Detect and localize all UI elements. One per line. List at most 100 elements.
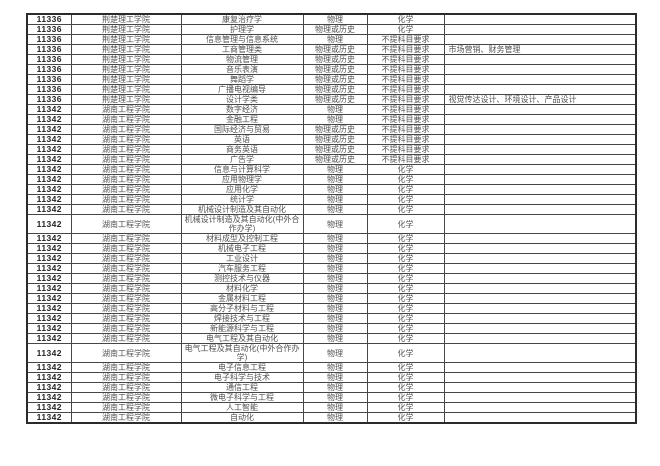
cell-first-subject: 物理 [302, 333, 368, 344]
cell-school-name: 湖南工程学院 [70, 114, 182, 125]
cell-school-code: 11342 [26, 283, 72, 294]
cell-secondary-subject: 化学 [366, 174, 445, 185]
cell-remarks [443, 134, 637, 145]
cell-school-name: 荆楚理工学院 [70, 74, 182, 85]
table-row: 11342 湖南工程学院 电子信息工程 物理 化学 [26, 362, 637, 373]
cell-school-name: 湖南工程学院 [70, 174, 182, 185]
cell-secondary-subject: 化学 [366, 273, 445, 284]
cell-school-name: 荆楚理工学院 [70, 64, 182, 75]
cell-school-name: 湖南工程学院 [70, 343, 182, 363]
cell-remarks [443, 34, 637, 45]
requirements-table: 11336 荆楚理工学院 康复治疗学 物理 化学 11336 荆楚理工学院 护理学 物理或历史化… [26, 13, 637, 424]
cell-first-subject: 物理 [302, 253, 368, 264]
table-row: 11342 湖南工程学院 高分子材料与工程 物理 化学 [26, 303, 637, 314]
table-row: 11336 荆楚理工学院 物流管理 物理或历史 不提科目要求 [26, 54, 637, 65]
cell-school-name: 湖南工程学院 [70, 104, 182, 115]
table-row: 11336 荆楚理工学院 康复治疗学 物理 化学 [26, 13, 637, 25]
cell-major-name: 商务英语 [180, 144, 304, 155]
cell-school-code: 11342 [26, 184, 72, 195]
cell-school-name: 湖南工程学院 [70, 323, 182, 334]
cell-first-subject: 物理或历史 [302, 54, 368, 65]
table-row: 11342 湖南工程学院 数字经济 物理 不提科目要求 [26, 104, 637, 115]
table-row: 11342 湖南工程学院 机械电子工程 物理 化学 [26, 243, 637, 254]
cell-major-name: 护理学 [180, 24, 304, 35]
cell-secondary-subject: 化学 [366, 204, 445, 215]
cell-school-name: 湖南工程学院 [70, 362, 182, 373]
cell-school-name: 荆楚理工学院 [70, 84, 182, 95]
cell-school-code: 11336 [26, 74, 72, 85]
cell-secondary-subject: 不提科目要求 [366, 124, 445, 135]
table-row: 11342 湖南工程学院 广告学 物理或历史 不提科目要求 [26, 154, 637, 165]
cell-school-code: 11342 [26, 134, 72, 145]
cell-remarks [443, 362, 637, 373]
cell-major-name: 统计学 [180, 194, 304, 205]
cell-school-name: 荆楚理工学院 [70, 34, 182, 45]
cell-remarks: 视觉传达设计、环境设计、产品设计 [443, 94, 637, 105]
cell-first-subject: 物理 [302, 293, 368, 304]
cell-remarks [443, 54, 637, 65]
cell-secondary-subject: 化学 [366, 233, 445, 244]
cell-major-name: 英语 [180, 134, 304, 145]
cell-remarks [443, 412, 637, 424]
table-row: 11342 湖南工程学院 英语 物理或历史 不提科目要求 [26, 134, 637, 145]
cell-major-name: 设计学类 [180, 94, 304, 105]
cell-remarks [443, 164, 637, 175]
table-row: 11342 湖南工程学院 应用物理学 物理 化学 [26, 174, 637, 185]
cell-major-name: 康复治疗学 [180, 13, 304, 25]
table-row: 11336 荆楚理工学院 信息管理与信息系统 物理 不提科目要求 [26, 34, 637, 45]
cell-first-subject: 物理 [302, 204, 368, 215]
cell-major-name: 电气工程及其自动化 [180, 333, 304, 344]
cell-major-name: 工商管理类 [180, 44, 304, 55]
cell-school-code: 11342 [26, 114, 72, 125]
cell-remarks [443, 293, 637, 304]
cell-first-subject: 物理 [302, 174, 368, 185]
cell-remarks [443, 214, 637, 234]
cell-school-code: 11342 [26, 154, 72, 165]
cell-remarks [443, 124, 637, 135]
table-row: 11342 湖南工程学院 材料化学 物理 化学 [26, 283, 637, 294]
table-row: 11342 湖南工程学院 汽车服务工程 物理 化学 [26, 263, 637, 274]
cell-school-name: 湖南工程学院 [70, 243, 182, 254]
cell-secondary-subject: 不提科目要求 [366, 44, 445, 55]
cell-first-subject: 物理 [302, 313, 368, 324]
cell-secondary-subject: 化学 [366, 372, 445, 383]
cell-school-name: 湖南工程学院 [70, 134, 182, 145]
cell-school-code: 11342 [26, 104, 72, 115]
cell-school-code: 11342 [26, 214, 72, 234]
cell-remarks [443, 263, 637, 274]
cell-school-code: 11336 [26, 13, 72, 25]
cell-school-name: 荆楚理工学院 [70, 54, 182, 65]
cell-secondary-subject: 化学 [366, 293, 445, 304]
cell-secondary-subject: 不提科目要求 [366, 104, 445, 115]
cell-school-name: 荆楚理工学院 [70, 13, 182, 25]
cell-major-name: 电气工程及其自动化(中外合作办学) [180, 343, 304, 363]
cell-first-subject: 物理 [302, 104, 368, 115]
cell-school-code: 11342 [26, 402, 72, 413]
table-row: 11336 荆楚理工学院 音乐表演 物理或历史 不提科目要求 [26, 64, 637, 75]
cell-school-name: 湖南工程学院 [70, 233, 182, 244]
cell-remarks [443, 243, 637, 254]
cell-first-subject: 物理或历史 [302, 84, 368, 95]
cell-first-subject: 物理 [302, 273, 368, 284]
cell-remarks [443, 303, 637, 314]
cell-remarks [443, 184, 637, 195]
cell-first-subject: 物理 [302, 303, 368, 314]
cell-remarks [443, 84, 637, 95]
cell-school-code: 11342 [26, 253, 72, 264]
cell-school-code: 11342 [26, 164, 72, 175]
cell-first-subject: 物理 [302, 382, 368, 393]
cell-secondary-subject: 化学 [366, 243, 445, 254]
cell-major-name: 音乐表演 [180, 64, 304, 75]
cell-major-name: 广告学 [180, 154, 304, 165]
table-row: 11336 荆楚理工学院 舞蹈学 物理或历史 不提科目要求 [26, 74, 637, 85]
cell-school-name: 湖南工程学院 [70, 194, 182, 205]
cell-secondary-subject: 化学 [366, 412, 445, 424]
cell-remarks [443, 382, 637, 393]
cell-school-name: 湖南工程学院 [70, 144, 182, 155]
cell-school-name: 湖南工程学院 [70, 333, 182, 344]
cell-major-name: 材料化学 [180, 283, 304, 294]
cell-school-code: 11342 [26, 273, 72, 284]
cell-school-name: 湖南工程学院 [70, 273, 182, 284]
cell-major-name: 应用化学 [180, 184, 304, 195]
cell-first-subject: 物理或历史 [302, 94, 368, 105]
